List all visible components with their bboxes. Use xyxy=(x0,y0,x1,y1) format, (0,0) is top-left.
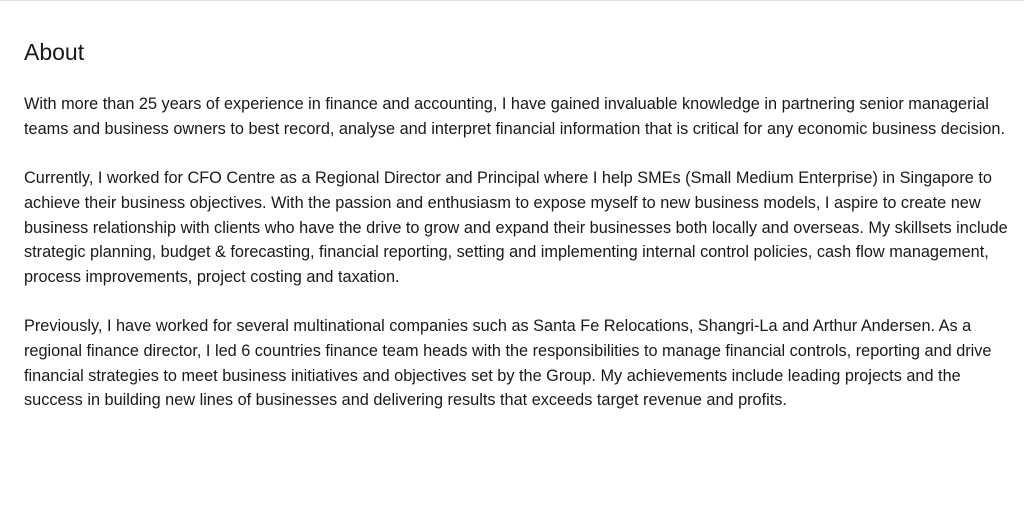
about-text: With more than 25 years of experience in… xyxy=(24,92,1009,413)
about-title: About xyxy=(24,39,85,65)
about-paragraph-3: Previously, I have worked for several mu… xyxy=(24,317,992,410)
about-section: About With more than 25 years of experie… xyxy=(24,0,1009,413)
about-paragraph-2: Currently, I worked for CFO Centre as a … xyxy=(24,169,1008,286)
top-divider xyxy=(0,0,1024,1)
about-paragraph-1: With more than 25 years of experience in… xyxy=(24,95,1005,138)
